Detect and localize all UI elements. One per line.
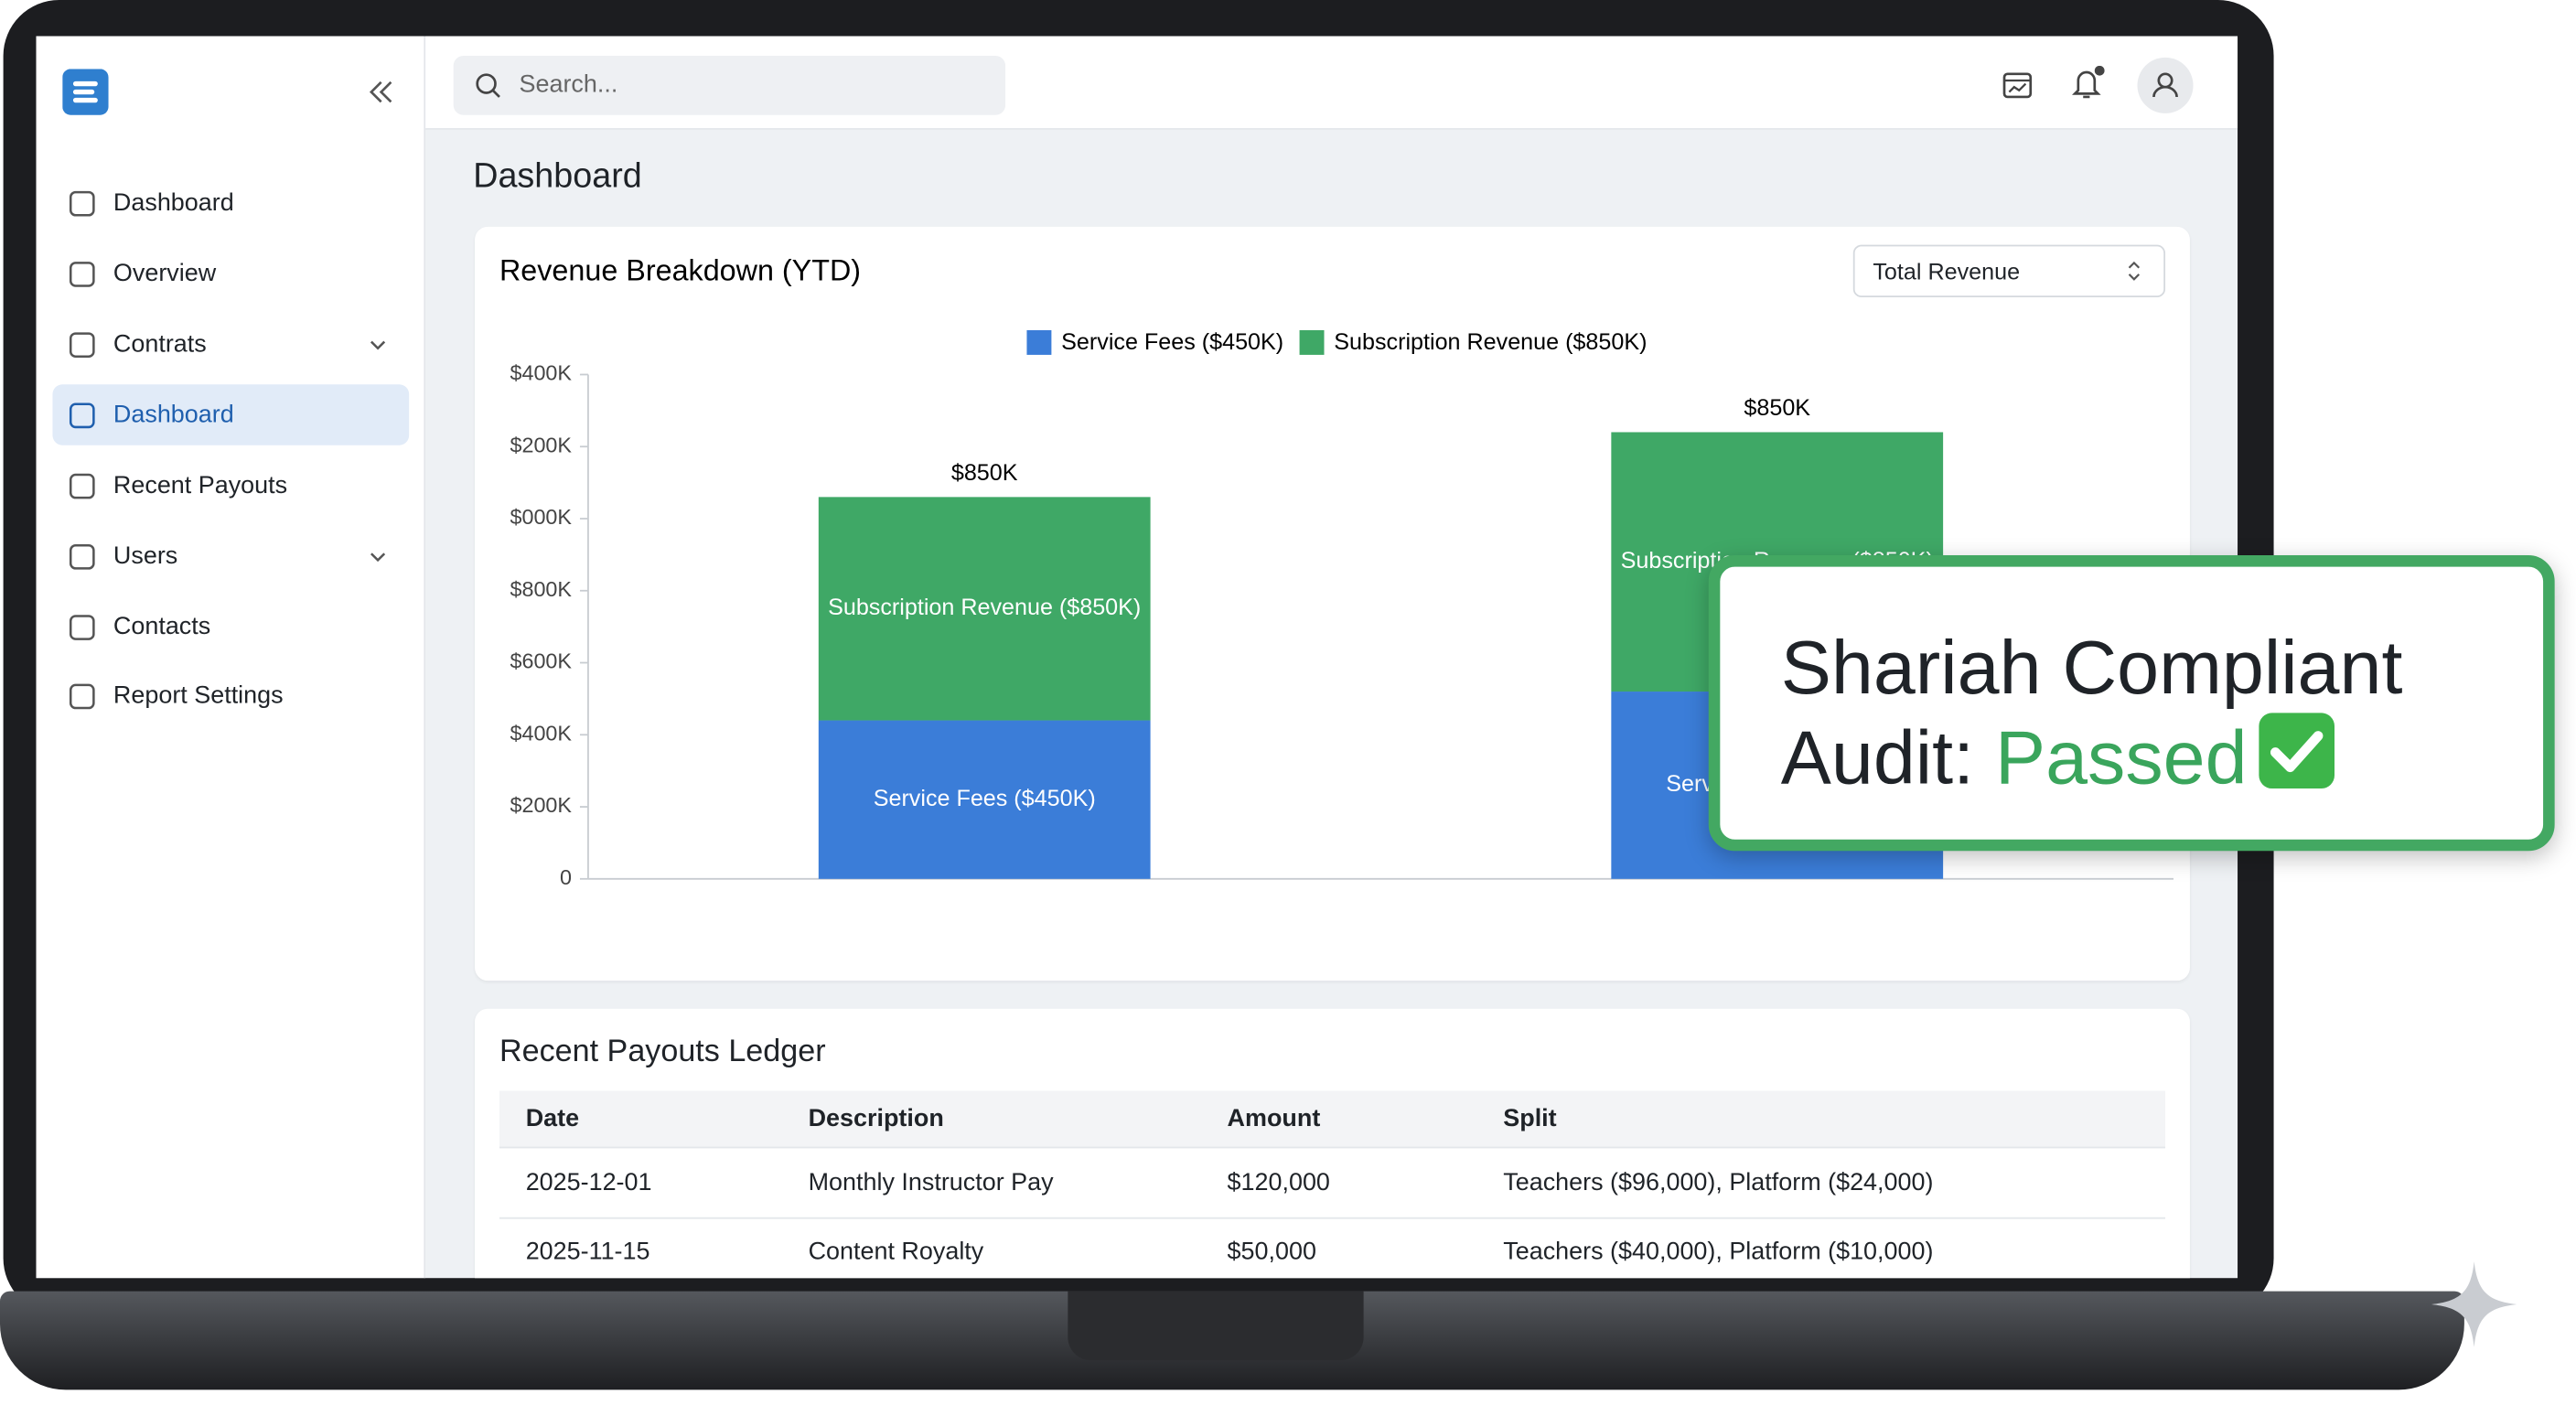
column-header: Date [525,1104,580,1133]
chart-title: Revenue Breakdown (YTD) [499,254,861,287]
nav-item[interactable]: Contrats [52,314,409,374]
y-tick-label: $800K [510,577,573,601]
bar-segment [818,497,1151,721]
nav-icon [69,543,95,570]
search-placeholder: Search... [519,70,618,99]
bar-total-label: $850K [951,460,1018,486]
icon-shape [69,543,95,570]
nav-label: Dashboard [113,188,234,218]
table-cell: 2025-12-01 [525,1168,652,1197]
nav-icon [69,332,95,358]
icon-shape [69,262,95,287]
nav-item[interactable]: Dashboard [52,384,410,445]
audit-badge: Shariah Compliant Audit: Passed [1708,555,2555,852]
row-divider [499,1217,2166,1219]
bar-segment [818,720,1151,879]
calendar-icon[interactable] [2001,69,2034,102]
legend-label: Subscription Revenue ($850K) [1334,329,1647,355]
table-cell: 2025-11-15 [525,1238,650,1266]
icon-shape [69,332,95,358]
y-tick-label: $400K [510,361,573,385]
y-tick-label: $400K [510,721,573,745]
table-cell: $120,000 [1227,1168,1330,1197]
bar-total-label: $850K [1744,395,1810,421]
laptop-notch [1068,1291,1364,1361]
segment-label: Subscription Revenue ($850K) [828,595,1141,620]
nav-label: Report Settings [113,681,284,710]
legend-label: Service Fees ($450K) [1061,329,1283,355]
y-tick-label: $200K [510,433,573,456]
ledger-card: Recent Payouts Ledger Date Description Amo… [475,1008,2190,1279]
column-header: Amount [1227,1104,1321,1133]
page-title: Dashboard [473,157,642,196]
table-header [499,1090,2166,1149]
chevron [370,340,386,350]
nav-icon [69,190,95,217]
nav-label: Users [113,542,178,571]
ledger-title: Recent Payouts Ledger [499,1035,826,1070]
icon-shape [69,473,95,499]
table-cell: Teachers ($40,000), Platform ($10,000) [1503,1238,1934,1266]
column-header: Split [1503,1104,1557,1133]
notification-icon[interactable] [2070,65,2107,102]
column-header: Description [808,1104,944,1133]
check-icon [2259,713,2334,789]
nav-item[interactable]: Dashboard [52,173,409,233]
badge-status: Passed [1995,714,2248,800]
table-cell: Teachers ($96,000), Platform ($24,000) [1503,1168,1934,1197]
logo [62,69,109,115]
chevron [370,552,386,563]
badge-line2: Audit: Passed [1781,713,2248,801]
nav-icon [69,262,95,287]
legend-swatch [1299,329,1325,355]
sparkle [2431,1261,2517,1347]
nav-icon [69,473,95,499]
table-cell: Monthly Instructor Pay [808,1168,1054,1197]
nav-label: Contrats [113,329,207,359]
nav-item[interactable]: Overview [52,243,409,304]
avatar[interactable] [2136,56,2195,115]
dropdown-arrows [2128,261,2141,281]
sidebar: Dashboard Overview Contrats Dashboard Recent… [36,36,426,1279]
nav-label: Contacts [113,612,211,641]
y-tick-label: $600K [510,649,573,673]
nav-item[interactable]: Recent Payouts [52,455,409,515]
badge-line1: Shariah Compliant [1780,624,2403,710]
nav-label: Overview [113,259,217,288]
legend-swatch [1026,329,1052,355]
icon-shape [69,615,95,640]
segment-label: Service Fees ($450K) [874,786,1096,811]
nav-item[interactable]: Contacts [52,596,409,657]
icon-shape [69,190,95,217]
nav-item[interactable]: Users [52,526,409,586]
nav-icon [69,402,95,429]
chevron-shape [370,552,386,563]
nav-item[interactable]: Report Settings [52,665,409,725]
y-tick-label: 0 [560,865,572,889]
nav-label: Dashboard [113,401,234,429]
table-cell: Content Royalty [808,1238,984,1266]
collapse-button[interactable] [368,79,394,105]
y-tick-label: $200K [510,793,573,817]
search-box[interactable]: Search... [453,56,1006,115]
search-icon [476,73,500,98]
dropdown[interactable]: Total Revenue [1852,244,2166,298]
icon-shape [69,683,95,710]
dropdown-label: Total Revenue [1873,257,2021,284]
y-tick-label: $000K [510,505,573,529]
table-cell: $50,000 [1227,1238,1316,1266]
nav-label: Recent Payouts [113,471,288,499]
nav-icon [69,615,95,640]
nav-icon [69,683,95,710]
chevron-shape [370,340,386,350]
badge-prefix: Audit: [1780,714,1975,800]
icon-shape [69,402,95,429]
